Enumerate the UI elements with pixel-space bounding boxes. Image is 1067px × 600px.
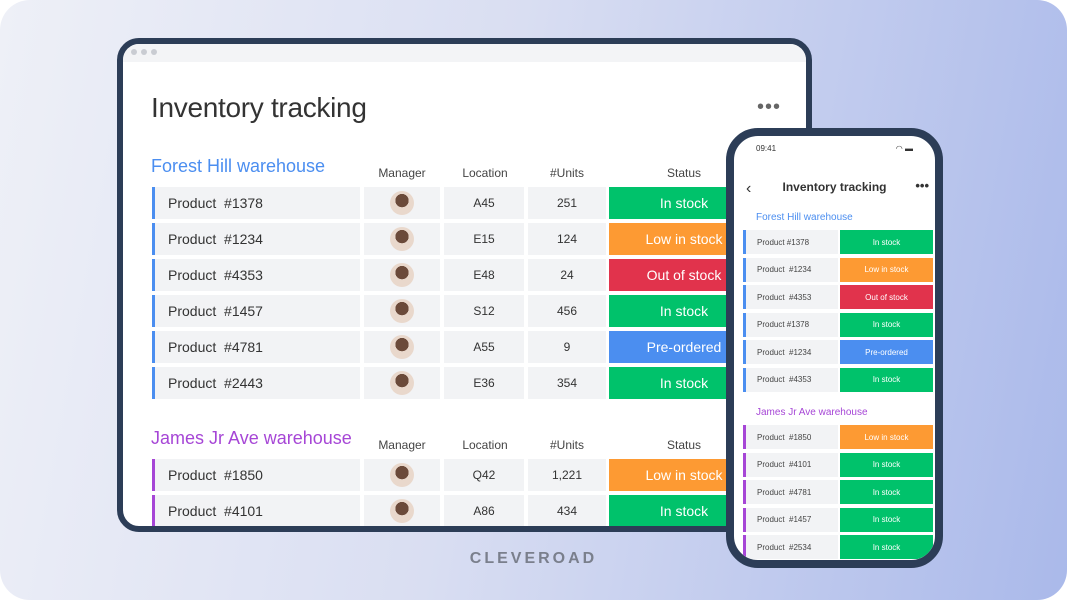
manager-avatar	[390, 463, 414, 487]
window-dot-icon	[141, 49, 147, 55]
column-header: #Units	[549, 166, 584, 180]
phone-title: Inventory tracking	[782, 180, 887, 194]
status-badge[interactable]: In stock	[840, 367, 933, 392]
location-cell: A45	[444, 187, 524, 219]
product-name[interactable]: Product #1234	[152, 223, 360, 255]
units-cell: 456	[528, 295, 606, 327]
section-title: Forest Hill warehouse	[756, 212, 853, 223]
product-name: Product #4353	[743, 285, 838, 309]
section-title: James Jr Ave warehouse	[756, 407, 868, 418]
status-time: 09:41	[756, 144, 777, 153]
column-header: Location	[462, 166, 508, 180]
manager-avatar	[390, 299, 414, 323]
units-cell: 434	[528, 495, 606, 526]
column-header: Location	[462, 438, 508, 452]
tablet-window: Inventory tracking ••• Forest Hill wareh…	[117, 38, 812, 532]
product-name: Product #1234	[743, 340, 838, 364]
manager-cell	[364, 331, 440, 363]
manager-avatar	[390, 227, 414, 251]
product-name: Product #4353	[743, 367, 838, 392]
manager-cell	[364, 187, 440, 219]
product-name: Product #4781	[743, 480, 838, 504]
product-name: Product #4101	[743, 452, 838, 477]
column-header: Manager	[378, 166, 426, 180]
product-name: Product #1457	[743, 507, 838, 532]
manager-avatar	[390, 263, 414, 287]
status-badge[interactable]: In stock	[840, 452, 933, 477]
product-name[interactable]: Product #4781	[152, 331, 360, 363]
product-name[interactable]: Product #1378	[152, 187, 360, 219]
status-badge[interactable]: In stock	[840, 312, 933, 337]
status-badge[interactable]: In stock	[840, 480, 933, 504]
column-header: Status	[666, 166, 702, 180]
product-name[interactable]: Product #4353	[152, 259, 360, 291]
location-cell: A86	[444, 495, 524, 526]
section-title: Forest Hill warehouse	[151, 156, 326, 176]
status-badge[interactable]: Pre-ordered	[840, 340, 933, 364]
status-badge[interactable]: In stock	[840, 507, 933, 532]
location-cell: E36	[444, 367, 524, 399]
product-name[interactable]: Product #4101	[152, 495, 360, 526]
column-header: Manager	[378, 438, 426, 452]
brand-logo: CLEVEROAD	[469, 550, 598, 567]
manager-cell	[364, 295, 440, 327]
units-cell: 354	[528, 367, 606, 399]
back-chevron-icon[interactable]: ‹	[746, 180, 752, 197]
units-cell: 9	[528, 331, 606, 363]
location-cell: Q42	[444, 459, 524, 491]
units-cell: 124	[528, 223, 606, 255]
manager-cell	[364, 223, 440, 255]
manager-cell	[364, 259, 440, 291]
units-cell: 1,221	[528, 459, 606, 491]
units-cell: 24	[528, 259, 606, 291]
units-cell: 251	[528, 187, 606, 219]
manager-avatar	[390, 335, 414, 359]
product-name: Product #1234	[743, 257, 838, 282]
product-name[interactable]: Product #1457	[152, 295, 360, 327]
status-badge[interactable]: Out of stock	[840, 285, 933, 309]
manager-avatar	[390, 191, 414, 215]
more-horizontal-icon[interactable]: •••	[757, 96, 782, 118]
location-cell: S12	[444, 295, 524, 327]
section-title: James Jr Ave warehouse	[151, 428, 352, 448]
product-name: Product #1378	[743, 312, 838, 337]
manager-cell	[364, 459, 440, 491]
status-badge[interactable]: Low in stock	[840, 425, 933, 449]
product-name[interactable]: Product #2443	[152, 367, 360, 399]
more-horizontal-icon[interactable]: •••	[915, 178, 929, 193]
status-badge[interactable]: Low in stock	[840, 257, 933, 282]
manager-avatar	[390, 499, 414, 523]
window-dot-icon	[151, 49, 157, 55]
location-cell: E15	[444, 223, 524, 255]
window-dot-icon	[131, 49, 137, 55]
manager-cell	[364, 495, 440, 526]
wifi-battery-icon: ◠ ▬	[895, 144, 913, 153]
location-cell: E48	[444, 259, 524, 291]
product-name: Product #1850	[743, 425, 838, 449]
column-header: #Units	[549, 438, 584, 452]
product-name: Product #1378	[743, 230, 838, 254]
manager-cell	[364, 367, 440, 399]
phone-mockup: 09:41 ◠ ▬ Inventory tracking ‹ ••• Fores…	[726, 128, 943, 568]
location-cell: A55	[444, 331, 524, 363]
column-header: Status	[666, 438, 702, 452]
product-name[interactable]: Product #1850	[152, 459, 360, 491]
window-titlebar	[123, 44, 806, 62]
status-badge[interactable]: In stock	[840, 230, 933, 254]
manager-avatar	[390, 371, 414, 395]
product-name: Product #2534	[743, 535, 838, 559]
page-title: Inventory tracking	[151, 92, 367, 123]
status-badge[interactable]: In stock	[840, 535, 933, 559]
